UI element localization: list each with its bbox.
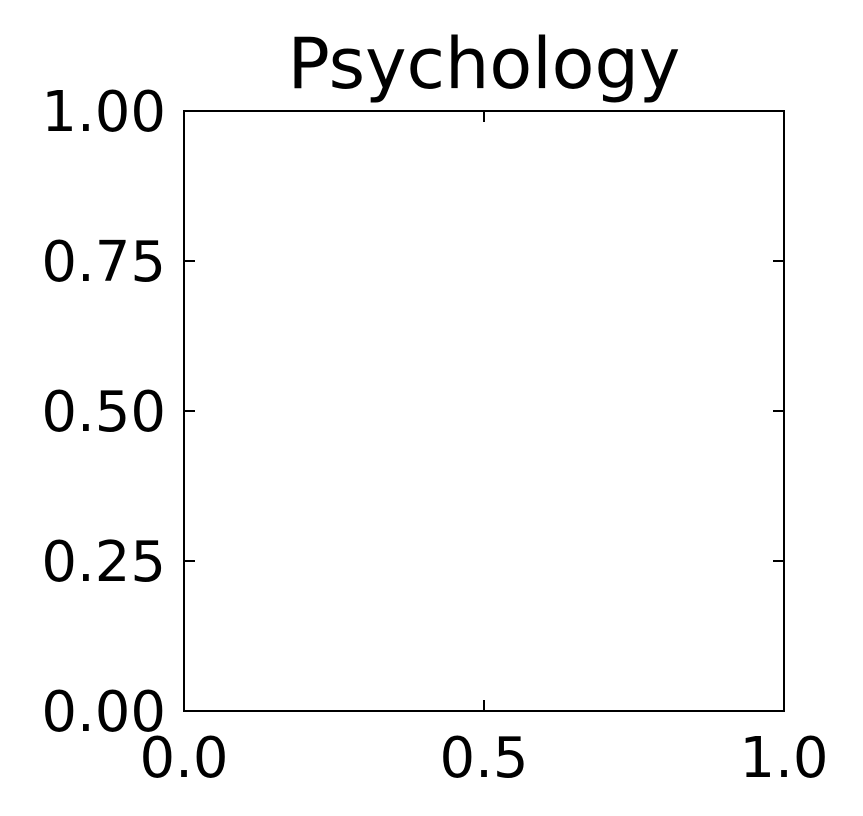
y-tick-label: 1.00 (41, 80, 166, 145)
y-tick-label: 0.75 (41, 230, 166, 295)
y-axis-ticks: 0.00 0.25 0.50 0.75 1.00 (41, 80, 784, 745)
chart-title: Psychology (288, 23, 681, 105)
y-tick-label: 0.25 (41, 530, 166, 595)
y-tick-label: 0.50 (41, 380, 166, 445)
y-tick-label: 0.00 (41, 680, 166, 745)
x-tick-label: 1.0 (739, 726, 828, 791)
plot-background (184, 111, 784, 711)
x-tick-label: 0.0 (139, 726, 228, 791)
x-axis-ticks: 0.0 0.5 1.0 (139, 111, 829, 791)
x-tick-label: 0.5 (439, 726, 528, 791)
plot-frame (183, 110, 785, 712)
